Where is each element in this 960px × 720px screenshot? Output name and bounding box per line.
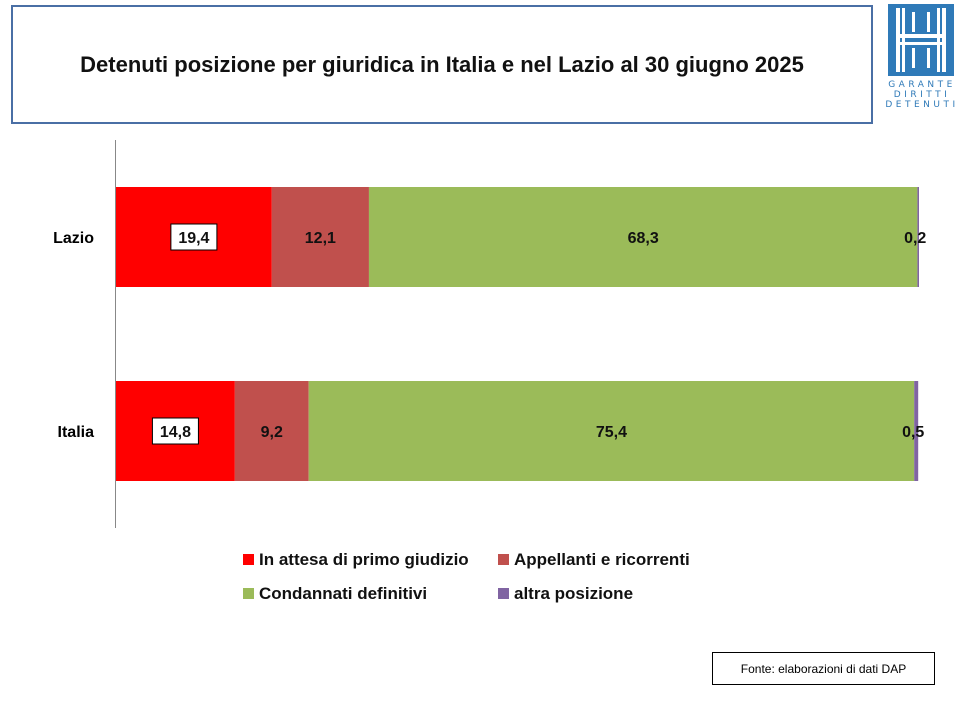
title-box: Detenuti posizione per giuridica in Ital… bbox=[11, 5, 873, 124]
bar-segment bbox=[308, 381, 915, 481]
data-label: 68,3 bbox=[628, 230, 659, 247]
data-label: 19,4 bbox=[178, 230, 209, 247]
data-label: 75,4 bbox=[596, 424, 627, 441]
chart-title: Detenuti posizione per giuridica in Ital… bbox=[80, 51, 804, 77]
legend-label: In attesa di primo giudizio bbox=[259, 550, 469, 569]
legend-swatch bbox=[498, 554, 509, 565]
logo-line: GARANTE bbox=[888, 80, 956, 90]
data-label: 0,5 bbox=[902, 424, 924, 441]
data-label: 9,2 bbox=[261, 424, 283, 441]
garante-logo-words: GARANTE DIRITTI DETENUTI bbox=[884, 80, 960, 110]
bar-segment bbox=[917, 187, 919, 287]
legend-label: altra posizione bbox=[514, 584, 633, 603]
data-label-box bbox=[170, 223, 218, 251]
category-label: Lazio bbox=[53, 230, 94, 247]
bar-segment bbox=[271, 187, 369, 287]
garante-logo: GARANTE DIRITTI DETENUTI bbox=[883, 4, 960, 110]
legend-swatch bbox=[243, 588, 254, 599]
bar-segment bbox=[914, 381, 919, 481]
legend-swatch bbox=[243, 554, 254, 565]
logo-line: DETENUTI bbox=[885, 100, 959, 110]
data-label: 14,8 bbox=[160, 424, 191, 441]
data-label: 12,1 bbox=[305, 230, 336, 247]
bar-segment bbox=[234, 381, 309, 481]
source-note: Fonte: elaborazioni di dati DAP bbox=[712, 652, 935, 685]
garante-logo-mark-icon bbox=[888, 4, 954, 76]
legend-label: Appellanti e ricorrenti bbox=[514, 550, 690, 569]
category-label: Italia bbox=[58, 424, 95, 441]
logo-line: DIRITTI bbox=[893, 90, 951, 100]
legend-label: Condannati definitivi bbox=[259, 584, 427, 603]
data-label: 0,2 bbox=[904, 230, 926, 247]
bar-segment bbox=[368, 187, 918, 287]
legend-swatch bbox=[498, 588, 509, 599]
data-label-box bbox=[151, 417, 199, 445]
